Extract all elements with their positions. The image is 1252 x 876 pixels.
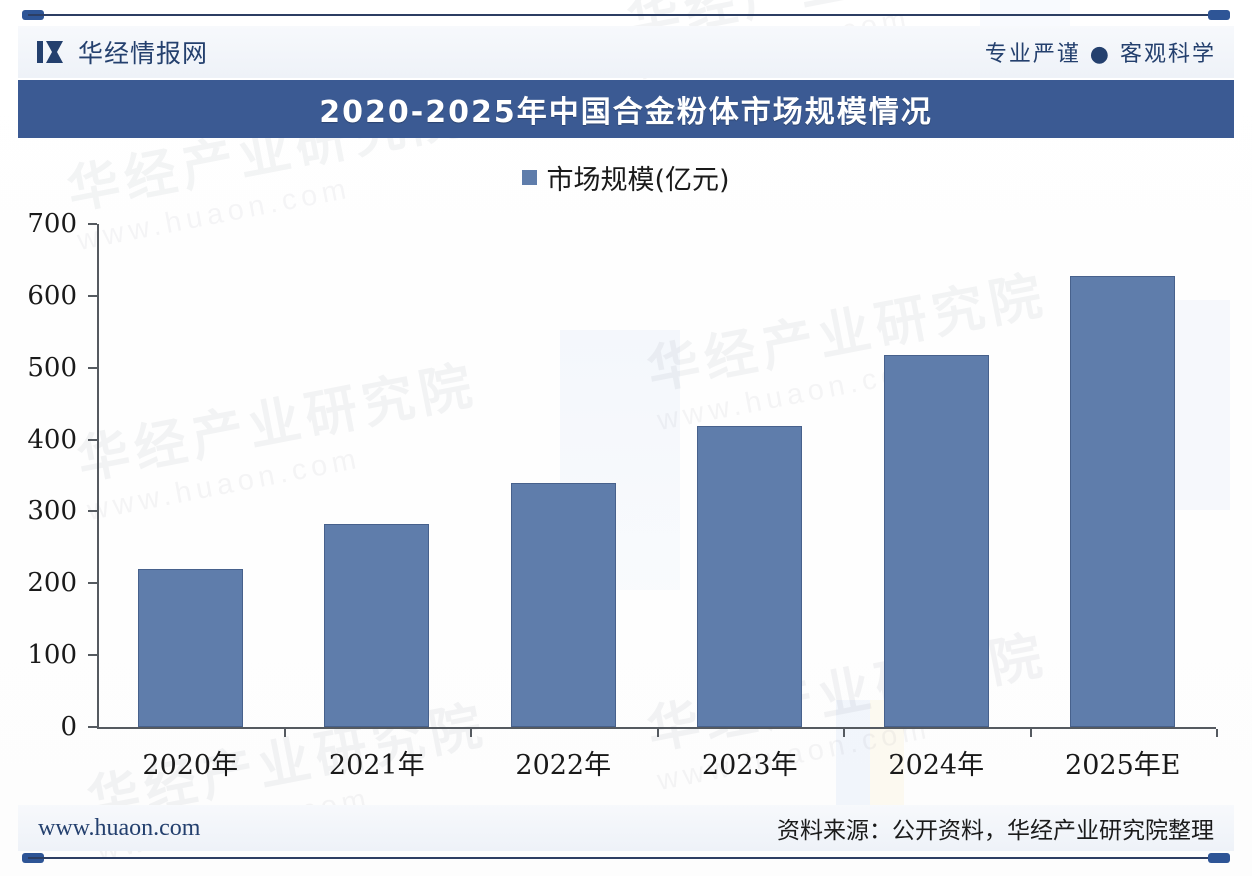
huaon-ribbon-logo-icon (37, 41, 63, 63)
y-axis-tick (88, 438, 97, 441)
y-axis-tick-label: 500 (27, 352, 77, 383)
x-axis-tick (283, 729, 286, 737)
rule-line (28, 857, 1224, 859)
y-axis-tick-label: 200 (27, 568, 77, 599)
site-footer: www.huaon.com 资料来源：公开资料，华经产业研究院整理 (18, 805, 1234, 851)
bottom-divider-rule (22, 851, 1230, 865)
y-axis-tick (88, 726, 97, 728)
y-axis-tick-label: 100 (27, 640, 77, 671)
x-axis-tick-label: 2021年 (328, 750, 425, 781)
brand[interactable]: 华经情报网 (36, 34, 208, 70)
y-axis-tick-label: 600 (27, 280, 77, 311)
x-axis-tick (470, 729, 472, 737)
brand-name: 华经情报网 (78, 39, 209, 68)
chart-bar (1070, 275, 1176, 727)
y-axis-line (97, 224, 99, 727)
chart-bar (324, 524, 430, 727)
site-header: 华经情报网 专业严谨 ● 客观科学 (18, 26, 1234, 78)
page-title: 2020-2025年中国合金粉体市场规模情况 (319, 95, 933, 130)
footer-url[interactable]: www.huaon.com (38, 814, 201, 841)
chart-bar (137, 568, 243, 727)
footer-source-note: 资料来源：公开资料，华经产业研究院整理 (777, 818, 1214, 844)
header-slogan: 专业严谨 ● 客观科学 (984, 42, 1216, 67)
x-axis-tick-label: 2024年 (888, 750, 985, 781)
y-axis-tick-label: 0 (60, 712, 77, 742)
y-axis-tick (88, 582, 97, 585)
rule-line (28, 14, 1224, 16)
legend-label: 市场规模(亿元) (546, 165, 730, 196)
chart-bar (510, 482, 616, 727)
x-axis-tick-label: 2023年 (701, 750, 798, 781)
y-axis-tick (88, 366, 97, 369)
x-axis-tick-label: 2020年 (142, 750, 239, 781)
x-axis-tick (1029, 729, 1032, 737)
x-axis-line (97, 727, 1216, 729)
top-divider-rule (22, 8, 1230, 22)
y-axis-tick (88, 654, 97, 657)
y-axis-tick-label: 400 (27, 424, 77, 455)
x-axis-tick (1216, 729, 1218, 737)
y-axis-tick-label: 300 (27, 496, 77, 527)
chart-bar (883, 354, 989, 727)
chart-legend: 市场规模(亿元) (0, 158, 1252, 197)
y-axis-tick (88, 510, 97, 513)
x-axis-tick (656, 729, 659, 737)
y-axis-tick-label: 700 (27, 209, 77, 239)
chart-bar (697, 425, 803, 727)
y-axis-tick (88, 294, 97, 297)
legend-swatch-icon (522, 170, 538, 185)
x-axis-tick-label: 2022年 (515, 750, 612, 781)
x-axis-tick-label: 2025年E (1065, 750, 1181, 781)
y-axis-tick (88, 223, 97, 225)
rule-cap-right-icon (1208, 10, 1230, 20)
chart-title-banner: 2020-2025年中国合金粉体市场规模情况 (18, 80, 1234, 138)
x-axis-tick (843, 729, 845, 737)
rule-cap-right-icon (1208, 853, 1230, 863)
